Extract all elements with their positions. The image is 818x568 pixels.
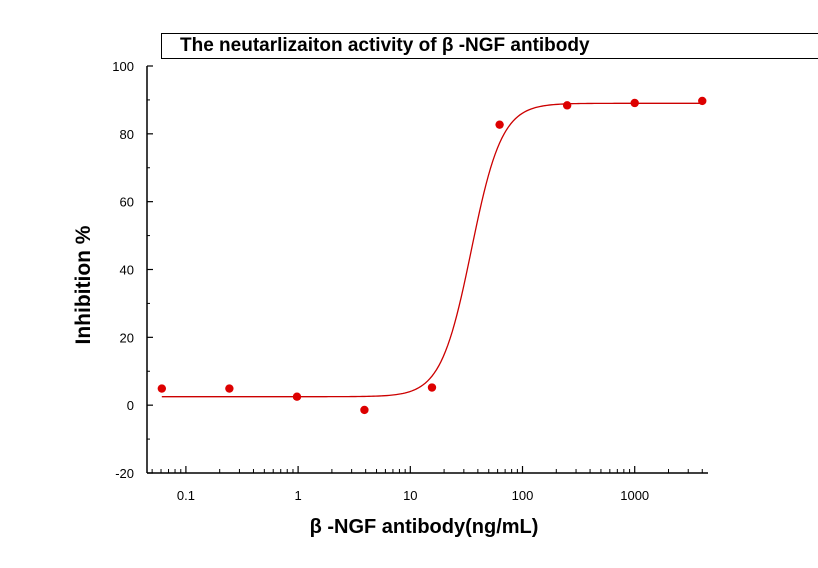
data-point — [157, 384, 167, 393]
x-tick-label: 1000 — [620, 488, 649, 503]
y-tick-label: -20 — [115, 466, 134, 481]
y-tick-label: 80 — [120, 127, 134, 142]
x-tick-label: 1 — [294, 488, 301, 503]
x-tick-label: 10 — [403, 488, 417, 503]
data-point — [292, 392, 302, 401]
x-tick-label: 0.1 — [177, 488, 195, 503]
data-point — [495, 120, 504, 129]
data-point — [562, 101, 572, 110]
y-tick-label: 20 — [120, 330, 134, 345]
chart-title-box: The neutarlizaiton activity of β -NGF an… — [161, 33, 818, 59]
fit-curve — [161, 102, 703, 398]
y-axis-label: Inhibition % — [72, 225, 95, 345]
y-tick-label: 60 — [120, 195, 134, 210]
data-point — [698, 96, 707, 106]
x-tick-label: 100 — [512, 488, 534, 503]
y-tick-label: 0 — [127, 398, 134, 413]
chart-title: The neutarlizaiton activity of β -NGF an… — [180, 35, 590, 56]
y-tick-label: 100 — [112, 59, 134, 74]
y-tick-label: 40 — [120, 263, 134, 278]
data-point — [427, 383, 437, 392]
data-point — [360, 405, 369, 415]
data-point — [225, 384, 234, 393]
x-axis-label: β -NGF antibody(ng/mL) — [309, 516, 539, 538]
data-point — [630, 98, 639, 108]
